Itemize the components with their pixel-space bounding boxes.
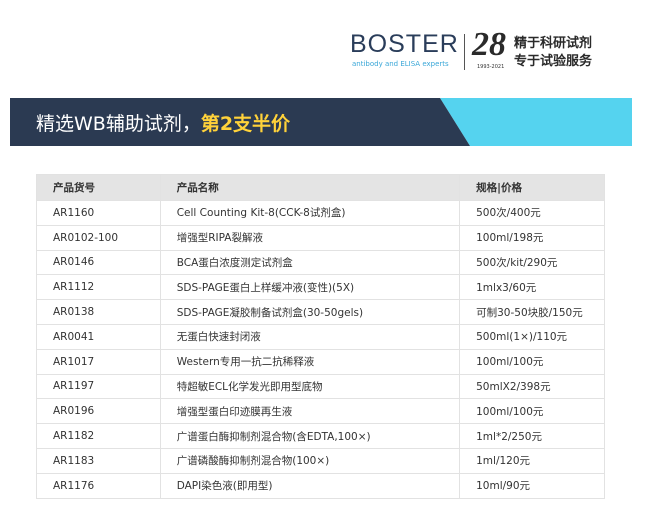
table-row: AR1017 Western专用一抗二抗稀释液 100ml/100元 [36,348,605,375]
table-cell: AR0138 [36,299,161,325]
table-cell: AR1182 [36,423,161,449]
table-cell: SDS-PAGE蛋白上样缓冲液(变性)(5X) [159,274,461,301]
table-cell: 无蛋白快速封闭液 [159,323,461,350]
banner-text: 精选WB辅助试剂，第2支半价 [36,109,290,136]
product-table: 产品货号 产品名称 规格|价格 AR1160 Cell Counting Kit-8(… [36,174,605,499]
table-cell: AR0146 [36,249,161,276]
table-row: AR1182 广谱蛋白酶抑制剂混合物(含EDTA,100×) 1ml*2/250元 [36,423,605,449]
table-cell: AR1183 [36,447,161,474]
table-row: AR0146 BCA蛋白浓度测定试剂盒 500次/kit/290元 [36,249,605,276]
banner-accent [440,98,632,146]
table-cell: AR1176 [36,472,161,499]
column-header: 产品名称 [159,174,461,201]
column-header: 产品货号 [36,174,161,201]
column-header: 规格|价格 [459,174,605,201]
table-row: AR1160 Cell Counting Kit-8(CCK-8试剂盒) 500次/… [36,200,605,226]
table-cell: AR0196 [36,398,161,425]
slogan-line: 专于试验服务 [514,54,593,69]
table-row: AR0138 SDS-PAGE凝胶制备试剂盒(30-50gels) 可制30-50块… [36,299,605,325]
banner-bg [10,98,632,146]
table-cell: AR1160 [36,200,161,226]
banner-label: 精选WB辅助试剂， [36,113,201,135]
table-row: AR1183 广谱磷酸酶抑制剂混合物(100×) 1ml/120元 [36,447,605,474]
table-row: AR0196 增强型蛋白印迹膜再生液 100ml/100元 [36,398,605,425]
table-cell: AR0102-100 [36,224,161,251]
table-row: AR0102-100 增强型RIPA裂解液 100ml/198元 [36,224,605,251]
table-cell: 1mlx3/60元 [459,274,605,301]
table-cell: 500次/400元 [459,200,605,226]
table-body: AR1160 Cell Counting Kit-8(CCK-8试剂盒) 500次/… [36,200,605,499]
table-cell: BCA蛋白浓度测定试剂盒 [159,249,461,276]
table-cell: 50mlX2/398元 [459,373,605,400]
table-cell: 10ml/90元 [459,472,605,499]
table-cell: 1ml/120元 [459,447,605,474]
table-cell: 可制30-50块胶/150元 [459,299,605,325]
table-row: AR1197 特超敏ECL化学发光即用型底物 50mlX2/398元 [36,373,605,400]
table-cell: 增强型蛋白印迹膜再生液 [159,398,461,425]
table-cell: 1ml*2/250元 [459,423,605,449]
years: 1993-2021 [477,64,505,70]
table-cell: AR1112 [36,274,161,301]
table-cell: DAPI染色液(即用型) [159,472,461,499]
table-cell: AR1017 [36,348,161,375]
table-cell: 广谱磷酸酶抑制剂混合物(100×) [159,447,461,474]
anniversary: 28 [472,26,506,63]
table-cell: 特超敏ECL化学发光即用型底物 [159,373,461,400]
divider [464,34,465,70]
table-cell: 增强型RIPA裂解液 [159,224,461,251]
table-cell: 100ml/100元 [459,348,605,375]
table-cell: 100ml/198元 [459,224,605,251]
table-row: AR0041 无蛋白快速封闭液 500ml(1×)/110元 [36,323,605,350]
table-cell: AR1197 [36,373,161,400]
table-cell: Western专用一抗二抗稀释液 [159,348,461,375]
table-cell: 广谱蛋白酶抑制剂混合物(含EDTA,100×) [159,423,461,449]
slogan-line: 精于科研试剂 [514,36,593,51]
table-cell: 500次/kit/290元 [459,249,605,276]
table-cell: 100ml/100元 [459,398,605,425]
table-cell: Cell Counting Kit-8(CCK-8试剂盒) [159,200,461,226]
banner-main [10,98,470,146]
table-cell: SDS-PAGE凝胶制备试剂盒(30-50gels) [159,299,461,325]
logo: BOSTER [350,30,459,58]
table-row: AR1112 SDS-PAGE蛋白上样缓冲液(变性)(5X) 1mlx3/60元 [36,274,605,301]
slogan: 精于科研试剂 专于试验服务 [514,35,592,71]
table-row: AR1176 DAPI染色液(即用型) 10ml/90元 [36,472,605,499]
table-cell: AR0041 [36,323,161,350]
banner-highlight: 第2支半价 [200,113,291,135]
header-row: 产品货号 产品名称 规格|价格 [36,174,605,201]
table-cell: 500ml(1×)/110元 [459,323,605,350]
tagline: antibody and ELISA experts [352,60,449,68]
